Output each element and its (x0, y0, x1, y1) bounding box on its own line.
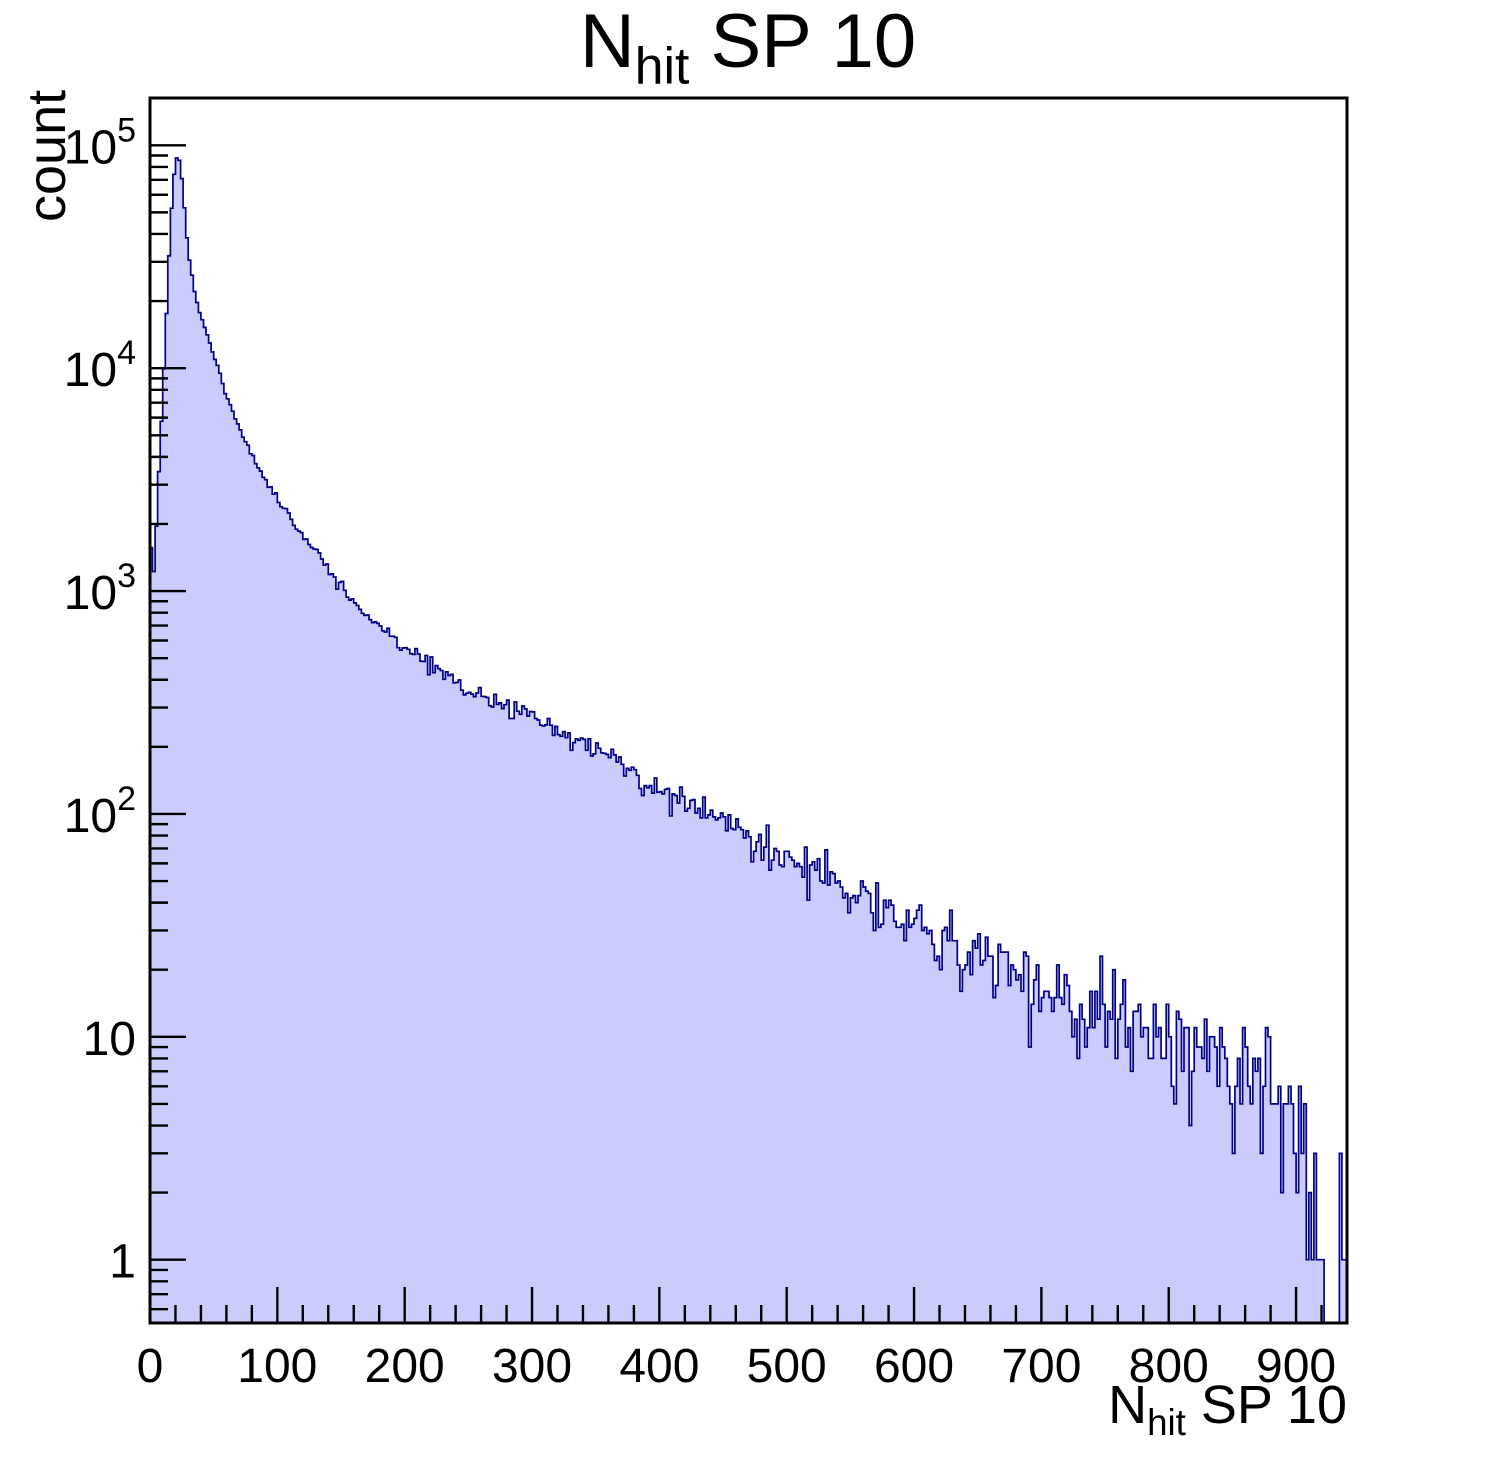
x-tick-label: 900 (1256, 1340, 1336, 1393)
histogram-fill (150, 158, 1347, 1323)
y-tick-label: 1 (109, 1236, 136, 1289)
x-tick-label: 800 (1129, 1340, 1209, 1393)
x-tick-label: 700 (1001, 1340, 1081, 1393)
plot-frame (148, 96, 1349, 1325)
y-tick-label: 104 (64, 334, 136, 397)
y-tick-label: 102 (64, 780, 136, 843)
x-tick-label: 0 (137, 1340, 164, 1393)
x-tick-label: 100 (237, 1340, 317, 1393)
chart-title-sub: hit (634, 36, 690, 95)
chart-title-main: N (579, 0, 635, 84)
x-tick-label: 200 (365, 1340, 445, 1393)
y-tick-label: 105 (64, 111, 136, 174)
y-tick-label: 103 (64, 557, 136, 620)
x-tick-label: 600 (874, 1340, 954, 1393)
x-tick-label: 300 (492, 1340, 572, 1393)
x-axis-title-sub: hit (1147, 1401, 1186, 1443)
x-tick-label: 500 (747, 1340, 827, 1393)
histogram-outline (149, 157, 1348, 1324)
x-axis-title-main: N (1108, 1375, 1148, 1435)
y-tick-label: 10 (83, 1013, 136, 1066)
chart-title-rest: SP 10 (689, 0, 917, 84)
x-axis-title-rest: SP 10 (1185, 1375, 1347, 1435)
x-tick-label: 400 (619, 1340, 699, 1393)
chart-title: Nhit SP 10 (0, 2, 1496, 93)
x-axis-title: Nhit SP 10 (1108, 1374, 1347, 1444)
